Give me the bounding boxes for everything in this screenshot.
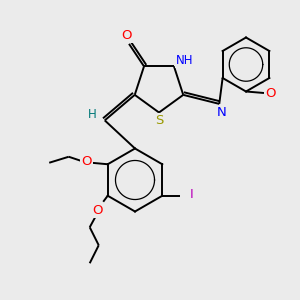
Text: O: O [92, 204, 103, 217]
Text: O: O [82, 155, 92, 168]
Text: O: O [122, 29, 132, 42]
Text: S: S [155, 114, 163, 128]
Text: I: I [190, 188, 193, 201]
Text: NH: NH [176, 54, 193, 67]
Text: O: O [265, 86, 276, 100]
Text: N: N [217, 106, 226, 119]
Text: H: H [88, 108, 97, 121]
